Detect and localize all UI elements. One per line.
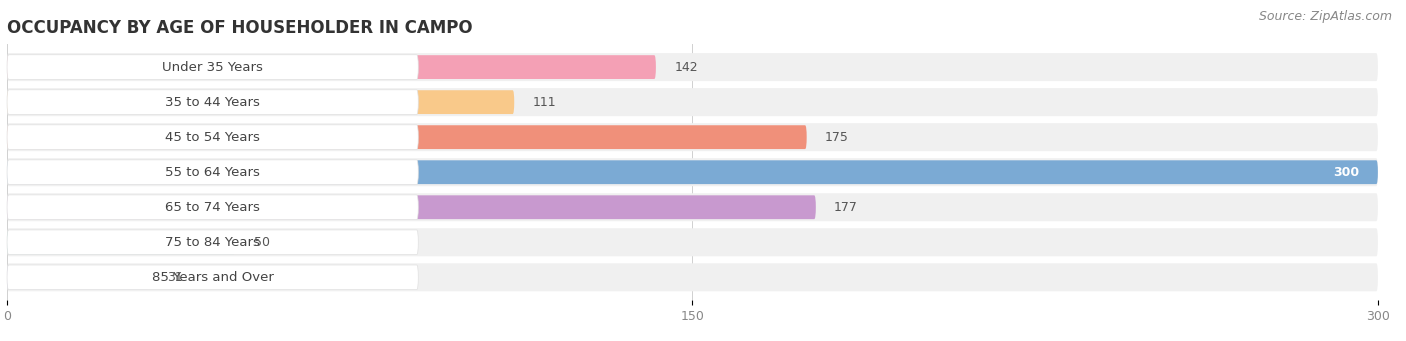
FancyBboxPatch shape xyxy=(7,90,419,115)
Text: 65 to 74 Years: 65 to 74 Years xyxy=(166,201,260,214)
Text: 75 to 84 Years: 75 to 84 Years xyxy=(166,236,260,249)
Text: 55 to 64 Years: 55 to 64 Years xyxy=(166,166,260,179)
Text: 31: 31 xyxy=(167,271,183,284)
FancyBboxPatch shape xyxy=(7,263,1378,291)
Text: 111: 111 xyxy=(533,95,557,109)
FancyBboxPatch shape xyxy=(7,90,515,114)
Text: 300: 300 xyxy=(1333,166,1360,179)
FancyBboxPatch shape xyxy=(7,88,1378,116)
Text: Under 35 Years: Under 35 Years xyxy=(162,61,263,74)
FancyBboxPatch shape xyxy=(7,160,419,184)
FancyBboxPatch shape xyxy=(7,228,1378,256)
FancyBboxPatch shape xyxy=(7,193,1378,221)
FancyBboxPatch shape xyxy=(7,160,1378,184)
FancyBboxPatch shape xyxy=(7,158,1378,186)
Text: OCCUPANCY BY AGE OF HOUSEHOLDER IN CAMPO: OCCUPANCY BY AGE OF HOUSEHOLDER IN CAMPO xyxy=(7,19,472,37)
FancyBboxPatch shape xyxy=(7,195,815,219)
FancyBboxPatch shape xyxy=(7,265,419,290)
Text: 175: 175 xyxy=(825,131,849,144)
FancyBboxPatch shape xyxy=(7,125,419,149)
FancyBboxPatch shape xyxy=(7,125,807,149)
Text: Source: ZipAtlas.com: Source: ZipAtlas.com xyxy=(1258,10,1392,23)
Text: 85 Years and Over: 85 Years and Over xyxy=(152,271,274,284)
FancyBboxPatch shape xyxy=(7,230,419,255)
FancyBboxPatch shape xyxy=(7,55,419,79)
FancyBboxPatch shape xyxy=(7,195,419,220)
Text: 45 to 54 Years: 45 to 54 Years xyxy=(166,131,260,144)
Text: 177: 177 xyxy=(834,201,858,214)
Text: 50: 50 xyxy=(253,236,270,249)
FancyBboxPatch shape xyxy=(7,53,1378,81)
FancyBboxPatch shape xyxy=(7,123,1378,151)
Text: 142: 142 xyxy=(675,61,697,74)
FancyBboxPatch shape xyxy=(7,231,236,254)
FancyBboxPatch shape xyxy=(7,265,149,289)
Text: 35 to 44 Years: 35 to 44 Years xyxy=(166,95,260,109)
FancyBboxPatch shape xyxy=(7,55,655,79)
